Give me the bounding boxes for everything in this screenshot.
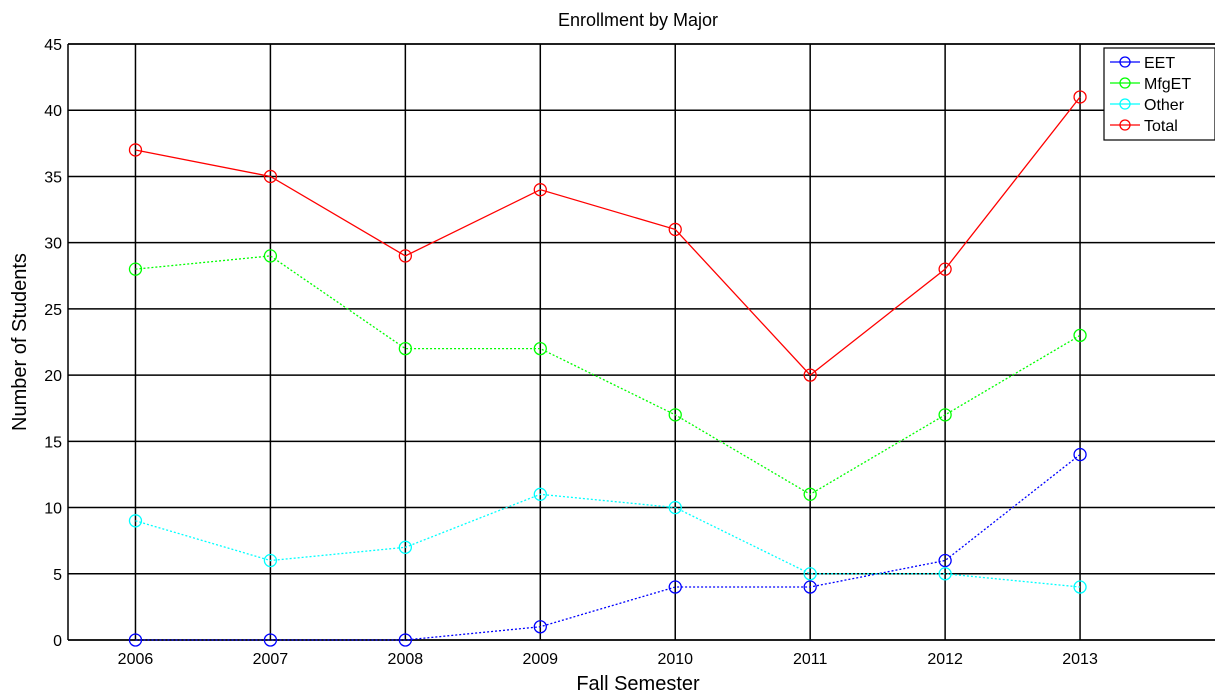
- data-point-total: [398, 249, 413, 263]
- data-point-other: [668, 500, 682, 515]
- x-tick-label: 2011: [793, 651, 828, 668]
- plot-frame: [68, 44, 1215, 640]
- y-tick-label: 10: [44, 501, 62, 518]
- data-point-total: [1073, 90, 1087, 104]
- y-tick-label: 40: [44, 103, 62, 120]
- data-point-other: [938, 567, 952, 581]
- data-point-mfget: [1073, 328, 1087, 343]
- data-point-eet: [803, 580, 817, 594]
- data-point-eet: [533, 620, 547, 634]
- y-tick-label: 25: [44, 302, 62, 319]
- y-tick-label: 45: [44, 37, 62, 54]
- axes: [67, 43, 1215, 641]
- y-tick-label: 35: [44, 169, 62, 186]
- legend: EET MfgET Other Total: [1103, 47, 1215, 141]
- data-point-total: [668, 222, 682, 237]
- data-point-eet: [1073, 447, 1087, 462]
- data-point-mfget: [938, 408, 952, 422]
- data-point-mfget: [803, 487, 817, 501]
- data-point-total: [938, 262, 952, 276]
- legend-marker-eet: [1119, 56, 1131, 68]
- data-point-other: [1073, 580, 1087, 594]
- data-point-eet: [938, 553, 952, 568]
- legend-label-total: Total: [1144, 118, 1178, 135]
- y-tick-label: 30: [44, 236, 62, 253]
- series-line-other: [135, 493, 1081, 588]
- x-tick-label: 2009: [522, 651, 558, 668]
- plot-area: [67, 43, 1215, 647]
- legend-marker-other: [1119, 98, 1131, 110]
- data-point-other: [398, 540, 413, 554]
- chart-title: Enrollment by Major: [558, 10, 718, 30]
- series-line-total: [135, 96, 1081, 376]
- data-point-mfget: [263, 249, 278, 263]
- data-point-total: [533, 183, 547, 197]
- y-tick-label: 5: [53, 567, 62, 584]
- x-tick-label: 2006: [118, 651, 154, 668]
- series-line-mfget: [135, 255, 1081, 496]
- data-point-other: [803, 567, 817, 581]
- data-point-total: [263, 169, 278, 184]
- y-tick-label: 15: [44, 434, 62, 451]
- series-lines: [128, 90, 1087, 647]
- y-tick-label: 20: [44, 368, 62, 385]
- legend-marker-total: [1119, 119, 1131, 131]
- y-axis-title: Number of Students: [9, 253, 31, 431]
- data-point-total: [803, 368, 817, 382]
- data-point-eet: [128, 633, 143, 647]
- legend-marker-mfget: [1119, 77, 1131, 89]
- data-point-total: [128, 143, 143, 157]
- tick-labels: 0 5 10 15 20 25 30 35 40 45 2006 2007 2008 2009 2010 20…: [44, 37, 1098, 668]
- data-point-eet: [398, 633, 413, 647]
- x-tick-label: 2010: [657, 651, 693, 668]
- data-point-mfget: [128, 262, 143, 276]
- legend-label-other: Other: [1144, 97, 1185, 114]
- legend-label-eet: EET: [1144, 55, 1175, 72]
- x-axis-title: Fall Semester: [576, 673, 700, 694]
- x-tick-label: 2012: [927, 651, 963, 668]
- data-point-eet: [263, 633, 278, 647]
- y-tick-label: 0: [53, 633, 62, 650]
- data-point-mfget: [533, 341, 547, 356]
- data-point-mfget: [398, 341, 413, 356]
- data-point-other: [128, 514, 143, 528]
- legend-label-mfget: MfgET: [1144, 76, 1191, 93]
- data-point-eet: [668, 580, 682, 594]
- series-line-eet: [135, 454, 1081, 641]
- data-point-mfget: [668, 408, 682, 422]
- data-point-other: [263, 553, 278, 568]
- x-tick-label: 2007: [253, 651, 289, 668]
- x-tick-label: 2013: [1062, 651, 1098, 668]
- data-point-other: [533, 487, 547, 501]
- x-tick-label: 2008: [388, 651, 424, 668]
